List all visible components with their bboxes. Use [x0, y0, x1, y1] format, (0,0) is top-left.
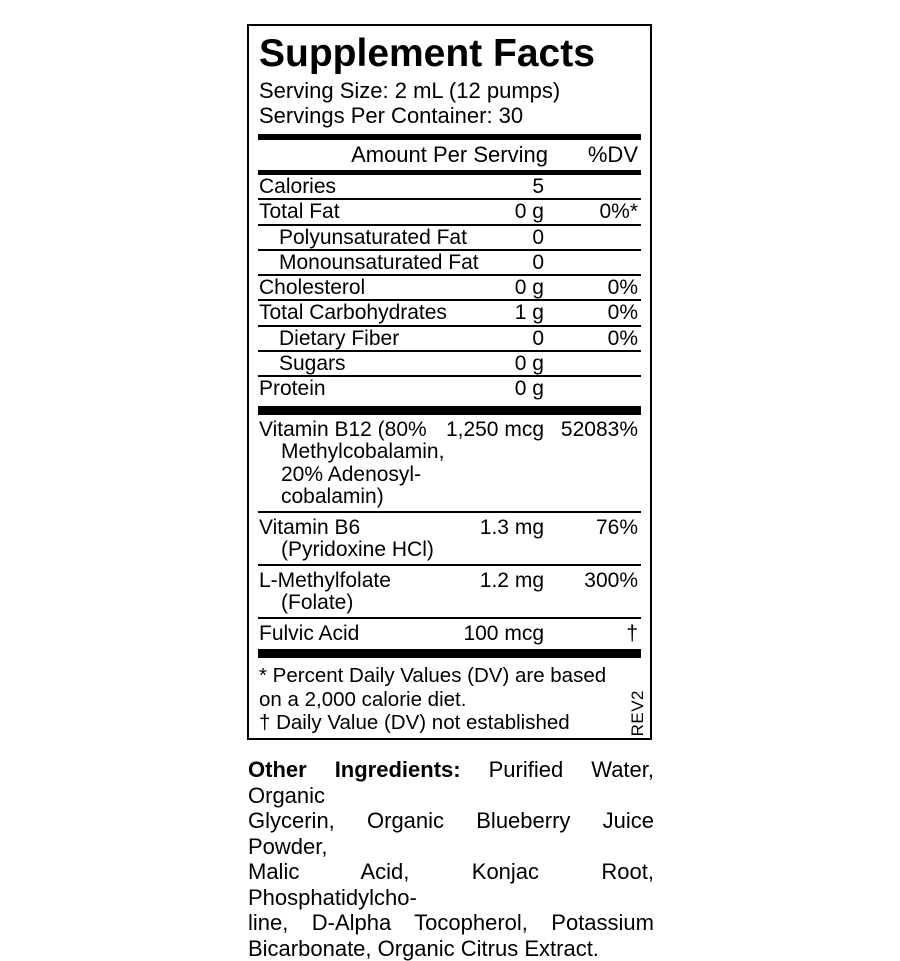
supplement-amount: 1.2 mg [480, 570, 544, 593]
supplement-facts-panel: Supplement Facts Serving Size: 2 mL (12 … [247, 24, 652, 740]
other-ingredients-label: Other Ingredients: [248, 757, 461, 782]
other-ingredients: Other Ingredients: Purified Water, Organ… [248, 757, 654, 961]
supplement-amount: 100 mcg [463, 623, 544, 646]
nutrient-name: Total Fat [259, 200, 340, 223]
panel-title: Supplement Facts [259, 34, 641, 74]
supplement-name: Vitamin B6(Pyridoxine HCl) [259, 517, 641, 562]
serving-size: Serving Size: 2 mL (12 pumps) [258, 78, 641, 103]
nutrient-amount: 0 g [515, 377, 544, 400]
nutrient-amount: 0 g [515, 352, 544, 375]
other-ingredients-line: Glycerin, Organic Blueberry Juice Powder… [248, 808, 654, 859]
other-ingredients-line: Malic Acid, Konjac Root, Phosphatidylcho… [248, 859, 654, 910]
nutrient-amount: 0 g [515, 200, 544, 223]
supplement-amount: 1.3 mg [480, 517, 544, 540]
nutrient-name: Polyunsaturated Fat [279, 226, 467, 249]
supplement-name: Fulvic Acid [259, 623, 641, 646]
nutrient-amount: 0 g [515, 276, 544, 299]
nutrient-row: Monounsaturated Fat 0 [258, 251, 641, 276]
other-ingredients-line: Other Ingredients: Purified Water, Organ… [248, 757, 654, 808]
nutrient-name: Calories [259, 175, 336, 198]
revision-code: REV2 [628, 690, 648, 736]
percent-dv-header: %DV [588, 140, 638, 170]
supplement-dv: 300% [584, 570, 638, 593]
nutrient-dv: 0%* [599, 200, 638, 223]
divider-thick-mid [258, 406, 641, 415]
divider-thick-bottom [258, 649, 641, 658]
nutrient-row: Dietary Fiber 0 0% [258, 327, 641, 352]
nutrient-row: Calories 5 [258, 175, 641, 200]
nutrient-name: Sugars [279, 352, 346, 375]
supplement-row: Vitamin B12 (80%Methylcobalamin,20% Aden… [258, 415, 641, 513]
nutrient-dv: 0% [608, 327, 638, 350]
nutrient-dv: 0% [608, 301, 638, 324]
serving-info: Serving Size: 2 mL (12 pumps) Servings P… [258, 78, 641, 128]
nutrient-row: Total Fat 0 g 0%* [258, 200, 641, 225]
nutrient-amount: 0 [532, 327, 544, 350]
nutrient-name: Cholesterol [259, 276, 365, 299]
other-ingredients-line: line, D-Alpha Tocopherol, Potassium [248, 910, 654, 936]
nutrient-table: Calories 5 Total Fat 0 g 0%* Polyunsaturated … [258, 175, 641, 401]
supplement-dv: † [626, 623, 638, 646]
nutrient-name: Monounsaturated Fat [279, 251, 479, 274]
supplement-table: Vitamin B12 (80%Methylcobalamin,20% Aden… [258, 415, 641, 648]
nutrient-amount: 5 [532, 175, 544, 198]
nutrient-row: Cholesterol 0 g 0% [258, 276, 641, 301]
nutrient-row: Total Carbohydrates 1 g 0% [258, 301, 641, 326]
supplement-dv: 52083% [561, 419, 638, 442]
supplement-amount: 1,250 mcg [446, 419, 544, 442]
nutrient-amount: 1 g [515, 301, 544, 324]
nutrient-row: Protein 0 g [258, 377, 641, 400]
amount-per-serving-header: Amount Per Serving [351, 142, 548, 167]
column-header-row: Amount Per Serving %DV [258, 140, 641, 170]
nutrient-row: Sugars 0 g [258, 352, 641, 377]
nutrient-dv: 0% [608, 276, 638, 299]
supplement-dv: 76% [596, 517, 638, 540]
nutrient-row: Polyunsaturated Fat 0 [258, 226, 641, 251]
nutrient-name: Total Carbohydrates [259, 301, 447, 324]
nutrient-amount: 0 [532, 226, 544, 249]
nutrient-amount: 0 [532, 251, 544, 274]
supplement-row: Vitamin B6(Pyridoxine HCl)1.3 mg 76% [258, 513, 641, 566]
servings-per-container: Servings Per Container: 30 [258, 103, 641, 128]
other-ingredients-line: Bicarbonate, Organic Citrus Extract. [248, 936, 654, 961]
nutrient-name: Dietary Fiber [279, 327, 399, 350]
nutrient-name: Protein [259, 377, 326, 400]
